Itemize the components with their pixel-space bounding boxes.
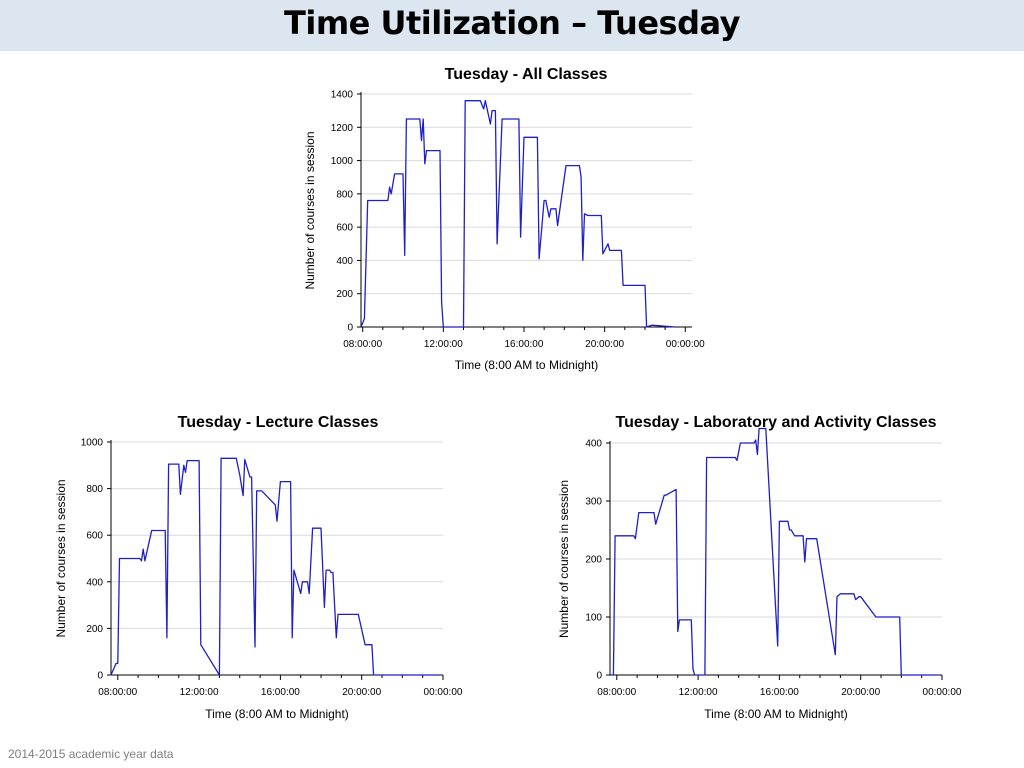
y-axis-label: Number of courses in session xyxy=(557,480,571,638)
y-tick-label: 200 xyxy=(585,555,602,566)
y-tick-label: 1200 xyxy=(331,123,354,134)
x-tick-label: 00:00:00 xyxy=(923,687,962,698)
series-line xyxy=(360,100,676,328)
x-tick-label: 20:00:00 xyxy=(841,687,880,698)
y-tick-label: 300 xyxy=(585,497,602,508)
y-axis-label: Number of courses in session xyxy=(303,131,317,289)
x-axis-label: Time (8:00 AM to Midnight) xyxy=(704,707,848,721)
x-tick-label: 08:00:00 xyxy=(98,687,137,698)
y-tick-label: 0 xyxy=(596,671,602,682)
x-tick-label: 16:00:00 xyxy=(760,687,799,698)
chart-title: Tuesday - Lecture Classes xyxy=(178,414,379,431)
y-tick-label: 200 xyxy=(86,624,103,635)
x-tick-label: 16:00:00 xyxy=(261,687,300,698)
y-axis-label: Number of courses in session xyxy=(54,479,68,637)
y-tick-label: 400 xyxy=(86,577,103,588)
footnote: 2014-2015 academic year data xyxy=(8,747,174,761)
y-tick-label: 1000 xyxy=(81,438,104,449)
x-axis-label: Time (8:00 AM to Midnight) xyxy=(205,707,349,721)
series-line xyxy=(110,457,440,676)
y-tick-label: 0 xyxy=(97,671,103,682)
y-tick-label: 400 xyxy=(585,439,602,450)
chart-title: Tuesday - All Classes xyxy=(445,66,608,83)
x-tick-label: 08:00:00 xyxy=(597,687,636,698)
y-tick-label: 0 xyxy=(347,323,353,334)
page-title: Time Utilization – Tuesday xyxy=(284,4,740,42)
x-tick-label: 12:00:00 xyxy=(679,687,718,698)
title-bar xyxy=(0,0,1024,51)
x-tick-label: 20:00:00 xyxy=(585,339,624,350)
y-tick-label: 200 xyxy=(336,289,353,300)
y-tick-label: 1000 xyxy=(331,156,354,167)
chart-title: Tuesday - Laboratory and Activity Classe… xyxy=(616,414,937,431)
y-tick-label: 100 xyxy=(585,613,602,624)
x-tick-label: 00:00:00 xyxy=(424,687,463,698)
y-tick-label: 600 xyxy=(336,223,353,234)
x-tick-label: 20:00:00 xyxy=(342,687,381,698)
x-axis-label: Time (8:00 AM to Midnight) xyxy=(455,358,599,372)
y-tick-label: 1400 xyxy=(331,90,354,101)
x-tick-label: 12:00:00 xyxy=(424,339,463,350)
y-tick-label: 400 xyxy=(336,256,353,267)
series-line xyxy=(610,427,939,676)
x-tick-label: 12:00:00 xyxy=(180,687,219,698)
x-tick-label: 16:00:00 xyxy=(505,339,544,350)
x-tick-label: 00:00:00 xyxy=(666,339,705,350)
y-tick-label: 800 xyxy=(86,484,103,495)
y-tick-label: 800 xyxy=(336,189,353,200)
x-tick-label: 08:00:00 xyxy=(343,339,382,350)
y-tick-label: 600 xyxy=(86,531,103,542)
